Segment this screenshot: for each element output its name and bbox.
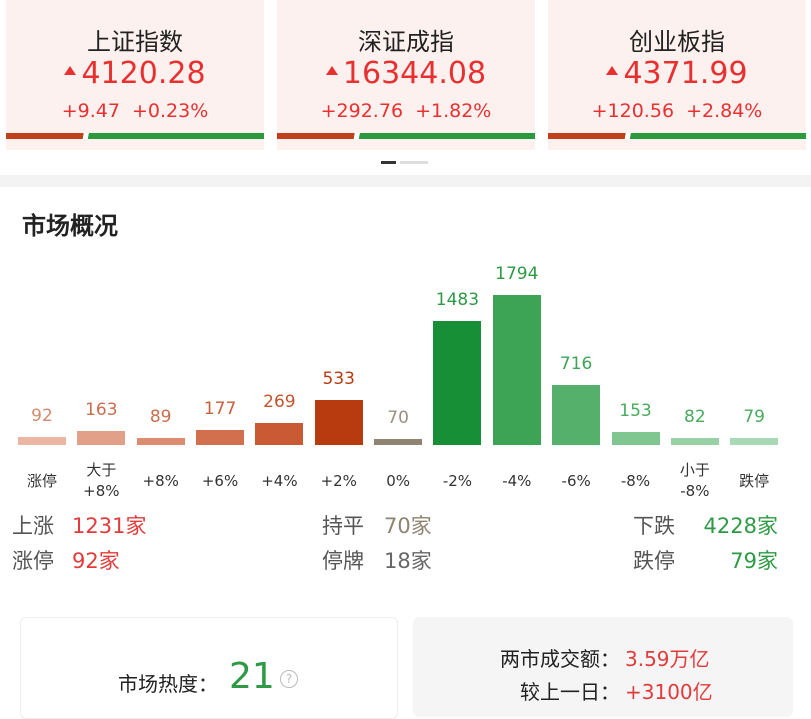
category-label: 大于 +8% <box>83 461 120 500</box>
value-label: 79 <box>743 407 765 428</box>
bar <box>18 437 66 445</box>
category-label: 涨停 <box>26 471 57 490</box>
value-label: 177 <box>203 399 237 420</box>
index-name: 深证成指 <box>358 28 454 56</box>
category-label: 小于 -8% <box>679 461 710 500</box>
stat-label: 停牌 <box>322 549 364 573</box>
heat-card[interactable]: 市场热度： 21 ? <box>20 617 398 719</box>
stat-value: 92家 <box>72 549 120 573</box>
stat-value: 79家 <box>730 549 778 573</box>
bar <box>255 422 304 445</box>
trend-bar <box>6 133 264 139</box>
stat-label: 下跌 <box>633 514 675 538</box>
bar <box>374 439 423 445</box>
category-label: +6% <box>201 471 239 490</box>
category-label: -2% <box>442 471 473 490</box>
turnover-value: +3100亿 <box>625 680 713 704</box>
percent: +2.84% <box>686 100 763 122</box>
stat-value: 18家 <box>384 549 432 573</box>
category-label: 跌停 <box>739 471 770 490</box>
stat-value: 4228家 <box>703 514 778 538</box>
bar <box>314 400 363 445</box>
turnover-label: 两市成交额： <box>500 647 620 671</box>
value-label: 92 <box>31 406 53 427</box>
bar <box>670 438 719 445</box>
index-name: 上证指数 <box>87 28 183 56</box>
value-label: 269 <box>263 391 296 412</box>
category-label: +8% <box>142 471 179 490</box>
value-label: 153 <box>619 401 652 422</box>
turnover-label: 较上一日： <box>520 680 620 704</box>
separator <box>0 175 811 187</box>
index-change: +120.56 +2.84% <box>548 100 806 122</box>
percent: +0.23% <box>132 100 209 122</box>
index-change: +9.47 +0.23% <box>6 100 264 122</box>
category-label: 0% <box>386 471 410 490</box>
index-change: +292.76 +1.82% <box>277 100 535 122</box>
value-label: 1794 <box>495 264 539 284</box>
index-price: 16344.08 <box>277 56 535 91</box>
bar <box>136 437 185 445</box>
bar <box>552 385 601 445</box>
stat-value: 70家 <box>384 514 432 538</box>
section-title: 市场概况 <box>22 212 118 240</box>
category-label: -6% <box>561 471 591 490</box>
change: +120.56 <box>591 100 675 122</box>
index-price: 4120.28 <box>6 56 264 91</box>
help-icon[interactable]: ? <box>280 670 298 688</box>
turnover-card: 两市成交额： 3.59万亿 较上一日： +3100亿 <box>413 617 793 717</box>
value-label: 716 <box>559 354 593 375</box>
bar <box>433 321 482 445</box>
trend-bar <box>548 133 806 139</box>
page-dot <box>381 161 396 164</box>
value-label: 533 <box>322 369 355 390</box>
bar <box>196 430 245 445</box>
category-label: -8% <box>620 471 651 490</box>
stat-label: 上涨 <box>12 514 54 538</box>
bar <box>77 431 126 445</box>
index-card[interactable]: 上证指数 4120.28 +9.47 +0.23% <box>6 0 264 150</box>
value-label: 89 <box>149 406 172 427</box>
stat-label: 涨停 <box>12 549 54 573</box>
change: +9.47 <box>61 100 120 122</box>
turnover-value: 3.59万亿 <box>625 647 710 671</box>
percent: +1.82% <box>415 100 492 122</box>
change: +292.76 <box>320 100 404 122</box>
stat-value: 1231家 <box>72 514 147 538</box>
bar <box>730 438 779 445</box>
bar <box>492 295 541 445</box>
trend-bar <box>277 133 535 139</box>
page-dot <box>400 161 428 164</box>
value-label: 163 <box>85 400 118 421</box>
category-label: +4% <box>261 471 298 490</box>
heat-label: 市场热度： <box>118 672 218 696</box>
category-label: -4% <box>502 471 532 490</box>
index-price: 4371.99 <box>548 56 806 91</box>
stat-label: 跌停 <box>633 549 675 573</box>
category-label: +2% <box>320 471 357 490</box>
value-label: 1483 <box>435 290 480 310</box>
bar <box>611 432 660 445</box>
heat-value: 21 <box>229 656 275 697</box>
value-label: 70 <box>387 408 409 429</box>
value-label: 82 <box>684 407 706 428</box>
index-card[interactable]: 深证成指 16344.08 +292.76 +1.82% <box>277 0 535 150</box>
index-card[interactable]: 创业板指 4371.99 +120.56 +2.84% <box>548 0 806 150</box>
index-name: 创业板指 <box>629 28 725 56</box>
stat-label: 持平 <box>322 514 364 538</box>
